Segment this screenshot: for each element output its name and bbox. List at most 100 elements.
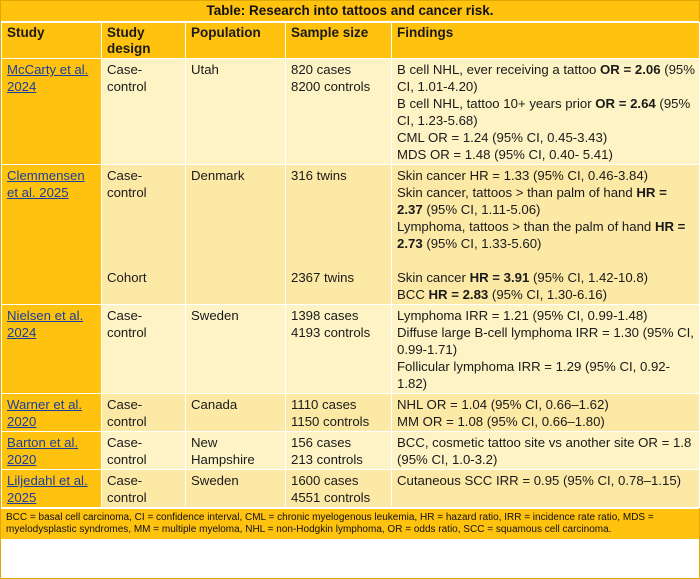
design-cell: Case-control	[101, 431, 186, 470]
finding-line: Cutaneous SCC IRR = 0.95 (95% CI, 0.78–1…	[397, 472, 695, 489]
finding-text: B cell NHL, tattoo 10+ years prior	[397, 96, 596, 111]
study-link[interactable]: Clemmensen et al. 2025	[7, 168, 85, 200]
finding-line: CML OR = 1.24 (95% CI, 0.45-3.43)	[397, 129, 695, 146]
research-table: Study Study design Population Sample siz…	[1, 22, 700, 508]
table-row: Warner et al. 2020 Case-control Canada 1110…	[1, 393, 700, 432]
finding-text: BCC, cosmetic tattoo site vs another sit…	[397, 435, 692, 467]
study-link[interactable]: Barton et al. 2020	[7, 435, 79, 467]
table-title: Table: Research into tattoos and cancer …	[1, 1, 699, 22]
study-link[interactable]: Liljedahl et al. 2025	[7, 473, 88, 505]
finding-ci: (95% CI, 1.33-5.60)	[422, 236, 542, 251]
header-population: Population	[185, 22, 286, 59]
finding-text: MDS OR = 1.48 (95% CI, 0.40- 5.41)	[397, 147, 613, 162]
sample-line: 156 cases	[291, 435, 352, 450]
finding-line: MM OR = 1.08 (95% CI, 0.66–1.80)	[397, 413, 695, 430]
study-cell: Barton et al. 2020	[1, 431, 102, 470]
header-findings: Findings	[391, 22, 700, 59]
finding-line: BCC HR = 2.83 (95% CI, 1.30-6.16)	[397, 286, 695, 303]
findings-cell: NHL OR = 1.04 (95% CI, 0.66–1.62) MM OR =…	[391, 393, 700, 432]
sample-line: 316 twins	[291, 168, 347, 183]
study-cell: Clemmensen et al. 2025	[1, 164, 102, 305]
design-text: Case-control	[107, 473, 147, 505]
design-cell: Case-control	[101, 393, 186, 432]
study-link[interactable]: Nielsen et al. 2024	[7, 308, 84, 340]
table-row: Clemmensen et al. 2025 Case-control Cohort…	[1, 164, 700, 305]
findings-cell: Lymphoma IRR = 1.21 (95% CI, 0.99-1.48) D…	[391, 304, 700, 394]
table-row: Nielsen et al. 2024 Case-control Sweden 139…	[1, 304, 700, 394]
finding-line: B cell NHL, tattoo 10+ years prior OR = …	[397, 95, 695, 129]
header-row: Study Study design Population Sample siz…	[1, 22, 700, 59]
study-cell: Warner et al. 2020	[1, 393, 102, 432]
population-cell: Utah	[185, 58, 286, 165]
finding-text: Lymphoma IRR = 1.21 (95% CI, 0.99-1.48)	[397, 308, 648, 323]
design-cell: Case-control	[101, 469, 186, 508]
finding-line: Lymphoma, tattoos > than the palm of han…	[397, 218, 695, 252]
finding-text: MM OR = 1.08 (95% CI, 0.66–1.80)	[397, 414, 605, 429]
design-text-cohort: Cohort	[107, 270, 147, 285]
sample-line: 4551 controls	[291, 490, 371, 505]
sample-line: 820 cases	[291, 62, 352, 77]
sample-cell: 1110 cases 1150 controls	[285, 393, 392, 432]
population-cell: Denmark	[185, 164, 286, 305]
sample-line: 1398 cases	[291, 308, 359, 323]
study-link[interactable]: McCarty et al. 2024	[7, 62, 89, 94]
finding-stat: HR = 2.37	[397, 185, 667, 217]
sample-line: 1150 controls	[291, 414, 370, 429]
design-cell: Case-control	[101, 304, 186, 394]
sample-line-cohort: 2367 twins	[291, 270, 355, 285]
finding-stat: HR = 3.91	[469, 270, 530, 285]
study-cell: McCarty et al. 2024	[1, 58, 102, 165]
findings-cell: BCC, cosmetic tattoo site vs another sit…	[391, 431, 700, 470]
design-text: Case-control	[107, 397, 147, 429]
population-cell: Canada	[185, 393, 286, 432]
finding-text: Lymphoma, tattoos > than the palm of han…	[397, 219, 655, 234]
finding-line: Skin cancer HR = 3.91 (95% CI, 1.42-10.8…	[397, 269, 695, 286]
finding-line: NHL OR = 1.04 (95% CI, 0.66–1.62)	[397, 396, 695, 413]
sample-cell: 820 cases 8200 controls	[285, 58, 392, 165]
finding-stat: OR = 2.64	[595, 96, 656, 111]
study-cell: Liljedahl et al. 2025	[1, 469, 102, 508]
finding-text: Diffuse large B-cell lymphoma IRR = 1.30…	[397, 325, 694, 357]
finding-text: Follicular lymphoma IRR = 1.29 (95% CI, …	[397, 359, 671, 391]
finding-text: B cell NHL, ever receiving a tattoo	[397, 62, 601, 77]
finding-text: BCC	[397, 287, 429, 302]
finding-line: Diffuse large B-cell lymphoma IRR = 1.30…	[397, 324, 695, 358]
finding-text: Skin cancer, tattoos > than palm of hand	[397, 185, 637, 200]
footnote: BCC = basal cell carcinoma, CI = confide…	[1, 508, 699, 539]
finding-ci: (95% CI, 1.23-5.68)	[397, 96, 691, 128]
study-cell: Nielsen et al. 2024	[1, 304, 102, 394]
table-row: McCarty et al. 2024 Case-control Utah 820 c…	[1, 58, 700, 165]
findings-cell: Skin cancer HR = 1.33 (95% CI, 0.46-3.84…	[391, 164, 700, 305]
table-row: Barton et al. 2020 Case-control New Hampsh…	[1, 431, 700, 470]
study-link[interactable]: Warner et al. 2020	[7, 397, 82, 429]
header-design: Study design	[101, 22, 186, 59]
sample-line: 1600 cases	[291, 473, 359, 488]
design-text: Case-control	[107, 168, 147, 200]
finding-stat: HR = 2.73	[397, 219, 686, 251]
design-cell: Case-control	[101, 58, 186, 165]
finding-text: Skin cancer	[397, 270, 470, 285]
header-study: Study	[1, 22, 102, 59]
sample-line: 8200 controls	[291, 79, 371, 94]
population-cell: New Hampshire	[185, 431, 286, 470]
design-text: Case-control	[107, 308, 147, 340]
finding-line: MDS OR = 1.48 (95% CI, 0.40- 5.41)	[397, 146, 695, 163]
sample-line: 1110 cases	[291, 397, 357, 412]
finding-text: NHL OR = 1.04 (95% CI, 0.66–1.62)	[397, 397, 609, 412]
sample-cell: 1600 cases 4551 controls	[285, 469, 392, 508]
population-cell: Sweden	[185, 469, 286, 508]
finding-text: Skin cancer HR = 1.33 (95% CI, 0.46-3.84…	[397, 168, 649, 183]
findings-cell: Cutaneous SCC IRR = 0.95 (95% CI, 0.78–1…	[391, 469, 700, 508]
design-text: Case-control	[107, 62, 147, 94]
findings-cell: B cell NHL, ever receiving a tattoo OR =…	[391, 58, 700, 165]
population-cell: Sweden	[185, 304, 286, 394]
sample-cell: 1398 cases 4193 controls	[285, 304, 392, 394]
sample-line: 4193 controls	[291, 325, 371, 340]
finding-stat: OR = 2.06	[600, 62, 661, 77]
table-row: Liljedahl et al. 2025 Case-control Sweden 1…	[1, 469, 700, 508]
design-text: Case-control	[107, 435, 147, 467]
finding-text: Cutaneous SCC IRR = 0.95 (95% CI, 0.78–1…	[397, 473, 682, 488]
finding-line: Follicular lymphoma IRR = 1.29 (95% CI, …	[397, 358, 695, 392]
sample-cell: 156 cases 213 controls	[285, 431, 392, 470]
